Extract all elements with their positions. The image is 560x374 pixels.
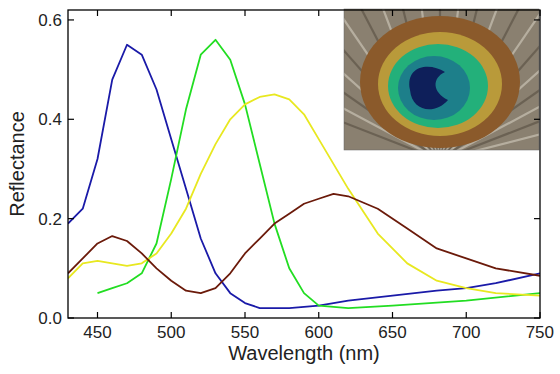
feather-inset bbox=[344, 9, 539, 150]
y-tick-label: 0.0 bbox=[38, 309, 62, 328]
x-tick-label: 500 bbox=[157, 323, 185, 342]
x-tick-top bbox=[318, 10, 319, 16]
reflectance-line bbox=[98, 40, 541, 308]
x-tick-top bbox=[171, 10, 172, 16]
x-tick-label: 750 bbox=[526, 323, 554, 342]
x-tick-label: 550 bbox=[231, 323, 259, 342]
x-tick-label: 450 bbox=[83, 323, 111, 342]
x-tick bbox=[318, 312, 319, 318]
x-tick bbox=[392, 312, 393, 318]
plot-frame bbox=[68, 10, 540, 318]
y-tick bbox=[68, 119, 74, 120]
y-tick-right bbox=[534, 317, 540, 318]
eye-teal bbox=[398, 56, 470, 120]
y-tick-right bbox=[534, 119, 540, 120]
eye-gold bbox=[378, 32, 502, 136]
chart-svg: 450 500 550 600 650 700 750 0.0 0.2 0.4 0.6 Wavelen… bbox=[0, 0, 560, 374]
x-axis-label: Wavelength (nm) bbox=[228, 342, 380, 364]
x-tick-top bbox=[539, 10, 540, 16]
x-tick-label: 650 bbox=[378, 323, 406, 342]
y-tick bbox=[68, 218, 74, 219]
x-tick-top bbox=[392, 10, 393, 16]
y-tick bbox=[68, 19, 74, 20]
x-tick bbox=[539, 312, 540, 318]
eye-bronze bbox=[360, 16, 520, 148]
x-tick-label: 700 bbox=[452, 323, 480, 342]
eye-green bbox=[388, 44, 488, 128]
reflectance-line bbox=[68, 194, 540, 293]
x-tick-top bbox=[244, 10, 245, 16]
y-tick-label: 0.6 bbox=[38, 11, 62, 30]
y-tick-right bbox=[534, 19, 540, 20]
x-tick bbox=[97, 312, 98, 318]
x-tick bbox=[244, 312, 245, 318]
inset-border bbox=[344, 9, 539, 150]
y-tick-label: 0.2 bbox=[38, 210, 62, 229]
y-axis-label: Reflectance bbox=[6, 111, 28, 217]
x-tick-label: 600 bbox=[305, 323, 333, 342]
x-tick-top bbox=[466, 10, 467, 16]
chart-container: 450 500 550 600 650 700 750 0.0 0.2 0.4 0.6 Wavelen… bbox=[0, 0, 560, 374]
y-tick-label: 0.4 bbox=[38, 110, 62, 129]
x-tick bbox=[466, 312, 467, 318]
x-tick bbox=[171, 312, 172, 318]
y-tick-right bbox=[534, 218, 540, 219]
x-tick-top bbox=[97, 10, 98, 16]
eye-heart bbox=[409, 67, 448, 110]
reflectance-line bbox=[68, 45, 540, 308]
series-group bbox=[68, 40, 540, 308]
y-tick bbox=[68, 317, 74, 318]
